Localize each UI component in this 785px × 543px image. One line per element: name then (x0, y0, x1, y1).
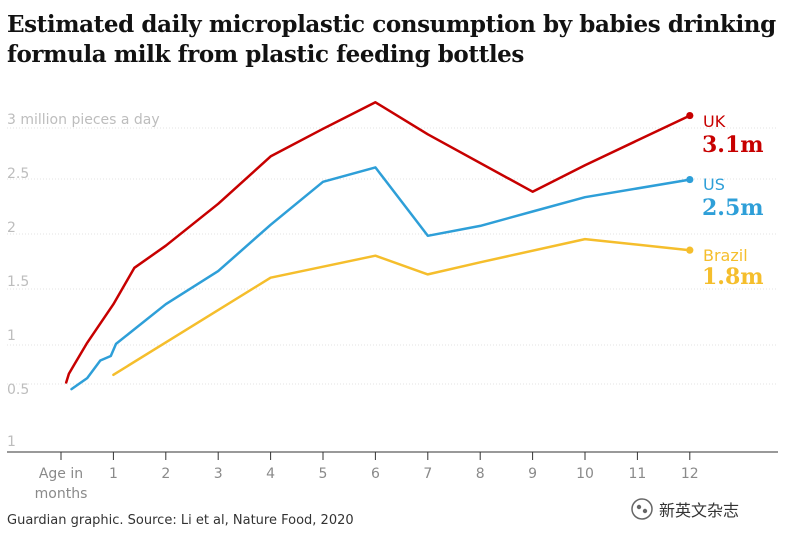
watermark: 新英文杂志 (631, 498, 739, 520)
series-line-uk (64, 101, 692, 384)
x-tick-label: 12 (681, 466, 699, 482)
y-tick-label: 1.5 (7, 274, 29, 290)
series-value-label: 3.1m (702, 132, 764, 158)
y-tick-label: 2 (7, 220, 16, 236)
series-end-marker-uk (686, 111, 694, 120)
x-tick-label: 11 (628, 466, 646, 482)
watermark-text: 新英文杂志 (659, 501, 740, 520)
x-tick-label: 9 (528, 466, 537, 482)
series-name-label: UK (703, 112, 726, 131)
x-tick-label: 10 (576, 466, 594, 482)
x-tick-label: 3 (214, 466, 223, 482)
y-tick-label: 1 (7, 328, 16, 344)
x-tick-label: 8 (476, 466, 485, 482)
y-tick-label: 1 (7, 434, 16, 450)
x-tick-label: Age in (39, 466, 83, 482)
wechat-icon (631, 498, 653, 520)
y-tick-labels: 1 0.5 1 1.5 2 2.5 3 million pieces a day (7, 112, 160, 450)
series-line-us (70, 166, 692, 391)
series-value-label: 1.8m (702, 264, 764, 290)
series-name-label: US (703, 175, 725, 194)
series-end-marker-us (686, 175, 694, 184)
x-tick-label: months (35, 486, 88, 502)
x-tick-label: 4 (266, 466, 275, 482)
series-line-brazil (112, 237, 692, 377)
series-end-marker-brazil (686, 246, 694, 254)
y-tick-label: 2.5 (7, 166, 29, 182)
x-tick-label: 7 (423, 466, 432, 482)
x-tick-label: 1 (109, 466, 118, 482)
x-tick-label: 2 (161, 466, 170, 482)
series-value-label: 2.5m (702, 195, 764, 221)
y-tick-label: 3 million pieces a day (7, 112, 160, 128)
series-lines (64, 101, 694, 391)
y-tick-label: 0.5 (7, 382, 29, 398)
source-note: Guardian graphic. Source: Li et al, Natu… (7, 513, 354, 528)
series-name-label: Brazil (703, 246, 748, 265)
x-tick-label: 5 (319, 466, 328, 482)
gridlines (7, 127, 778, 385)
x-tick-label: 6 (371, 466, 380, 482)
chart-title: Estimated daily microplastic consumption… (7, 11, 776, 68)
